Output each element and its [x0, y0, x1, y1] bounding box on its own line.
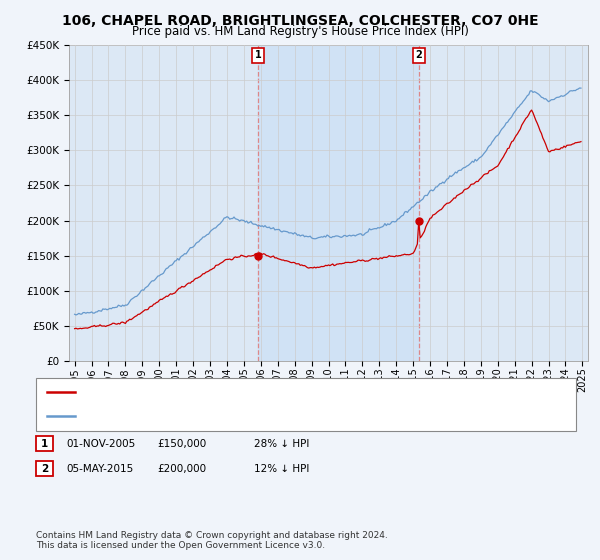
- Text: 1: 1: [41, 438, 48, 449]
- Text: 106, CHAPEL ROAD, BRIGHTLINGSEA, COLCHESTER, CO7 0HE: 106, CHAPEL ROAD, BRIGHTLINGSEA, COLCHES…: [62, 14, 538, 28]
- Text: £200,000: £200,000: [158, 464, 207, 474]
- Text: 2: 2: [41, 464, 48, 474]
- Text: 106, CHAPEL ROAD, BRIGHTLINGSEA, COLCHESTER, CO7 0HE (detached house): 106, CHAPEL ROAD, BRIGHTLINGSEA, COLCHES…: [82, 387, 473, 397]
- Text: £150,000: £150,000: [158, 438, 207, 449]
- Text: 28% ↓ HPI: 28% ↓ HPI: [254, 438, 309, 449]
- Text: HPI: Average price, detached house, Tendring: HPI: Average price, detached house, Tend…: [82, 411, 305, 421]
- Bar: [258, 45, 419, 361]
- Text: 01-NOV-2005: 01-NOV-2005: [66, 438, 135, 449]
- Text: Price paid vs. HM Land Registry's House Price Index (HPI): Price paid vs. HM Land Registry's House …: [131, 25, 469, 38]
- Text: 12% ↓ HPI: 12% ↓ HPI: [254, 464, 309, 474]
- Text: 1: 1: [254, 50, 262, 60]
- Text: 05-MAY-2015: 05-MAY-2015: [66, 464, 133, 474]
- Text: 2: 2: [415, 50, 422, 60]
- Text: Contains HM Land Registry data © Crown copyright and database right 2024.
This d: Contains HM Land Registry data © Crown c…: [36, 530, 388, 550]
